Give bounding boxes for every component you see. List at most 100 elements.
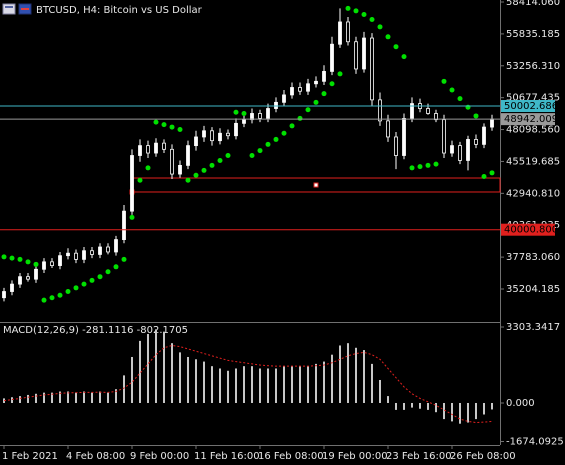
sar-dot [369,16,375,22]
macd-bar [467,402,469,423]
sar-dot [273,136,279,142]
sar-dot [361,12,367,18]
candle-body [266,108,270,119]
macd-bar [147,333,149,403]
candle-body [210,130,214,142]
candle-body [386,120,390,138]
sar-dot [161,122,167,128]
sar-dot [9,255,15,261]
sar-dot [33,261,39,267]
candle-body [490,118,494,128]
sar-dot [417,164,423,170]
macd-bar [283,366,285,403]
candle-body [74,252,78,260]
candle-body [378,99,382,122]
candle-body [354,41,358,70]
sar-dot [177,127,183,133]
macd-bar [371,363,373,403]
price-label-box [501,223,555,236]
x-tick-label: 9 Feb 00:00 [130,451,189,462]
macd-bar [187,356,189,403]
sar-dot [393,44,399,50]
candle-body [282,94,286,103]
candle-body [450,145,454,154]
candle-body [410,103,414,119]
sar-dot [433,161,439,167]
candle-body [458,145,462,161]
sar-dot [297,115,303,121]
sar-dot [449,87,455,93]
candle-body [138,145,142,156]
sar-dot [97,274,103,280]
macd-bar [459,402,461,424]
candle-body [18,276,22,285]
macd-bar [275,368,277,403]
x-tick-label: 11 Feb 16:00 [194,451,260,462]
candle-body [306,83,310,92]
candle-body [186,145,190,166]
macd-bar [59,391,61,403]
candle-body [466,139,470,161]
y-tick-label: 37783.060 [506,252,560,263]
price-label-box [501,100,555,113]
x-tick-label: 1 Feb 2021 [2,451,58,462]
candle-body [26,276,30,280]
sar-dot [41,297,47,303]
macd-bar [179,352,181,403]
macd-bar [211,366,213,403]
candle-body [338,21,342,45]
sar-dot [281,130,287,136]
macd-bar [155,329,157,403]
macd-bar [315,363,317,403]
macd-bar [323,361,325,403]
sar-dot [321,91,327,97]
sar-dot [81,281,87,287]
macd-bar [379,379,381,403]
price-label: 50002.686 [504,101,558,112]
macd-bar [363,350,365,403]
macd-bar [19,396,21,403]
macd-bar [83,391,85,403]
sar-dot [65,289,71,295]
candle-body [82,250,86,260]
sar-dot [153,119,159,125]
candle-body [474,139,478,145]
candle-body [370,37,374,101]
macd-bar [51,392,53,403]
macd-bar [451,402,453,422]
macd-bar [243,366,245,403]
macd-bar [139,340,141,403]
x-tick-label: 4 Feb 08:00 [66,451,125,462]
candle-body [234,122,238,137]
sar-dot [89,277,95,283]
sar-dot [169,124,175,130]
sar-dot [57,292,63,298]
sar-dot [425,162,431,168]
candle-body [34,268,38,280]
macd-bar [235,368,237,403]
macd-bar [163,331,165,403]
sar-dot [257,148,263,154]
macd-bar [411,402,413,408]
candle-body [90,250,94,255]
symbol-icon [2,3,32,15]
sar-dot [121,256,127,262]
macd-bar [251,366,253,403]
macd-bar [35,393,37,403]
sar-dot [457,96,463,102]
sar-dot [329,81,335,87]
sar-dot [241,110,247,116]
macd-bar [227,370,229,403]
y-tick-label: 50677.435 [506,93,560,104]
x-tick-label: 23 Feb 16:00 [386,451,452,462]
sar-dot [105,269,111,275]
macd-bar [395,402,397,410]
candle-body [394,136,398,156]
y-tick-label: 48098.560 [506,125,560,136]
candle-body [146,145,150,154]
sar-dot [185,177,191,183]
sar-dot [193,172,199,178]
macd-bar [195,359,197,403]
candle-body [202,130,206,138]
